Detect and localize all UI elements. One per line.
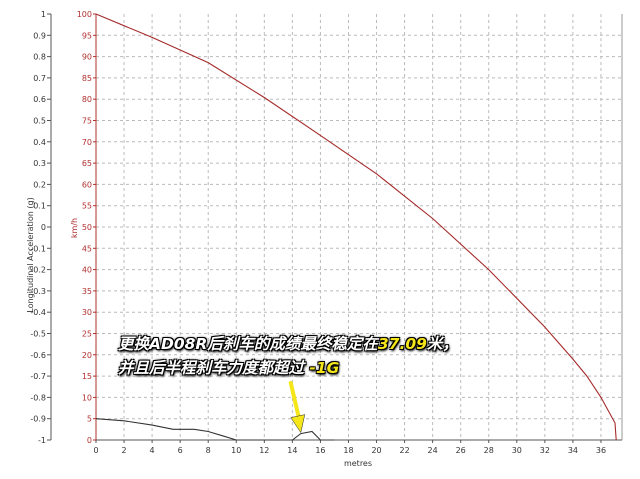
y-left-tick-label: 0.9: [33, 31, 46, 40]
x-tick-label: 10: [231, 446, 241, 455]
y-left-tick-label: -0.7: [30, 372, 46, 381]
y-left-tick-label: -1: [38, 436, 46, 445]
acceleration-line: [95, 418, 335, 441]
x-tick-label: 24: [428, 446, 438, 455]
x-axis-label: metres: [344, 459, 372, 468]
y-left-tick-label: -0.8: [30, 393, 46, 402]
data-series: [95, 13, 617, 441]
x-tick-label: 26: [456, 446, 466, 455]
y-right-tick-label: 10: [82, 393, 92, 402]
y-right-tick-label: 95: [82, 31, 92, 40]
y-right-tick-label: 80: [82, 95, 92, 104]
x-tick-label: 36: [596, 446, 606, 455]
annotation-line-1-part-1: 更换AD08R后刹车的成绩最终稳定在: [118, 335, 378, 353]
y-left-tick-label: 0.6: [33, 95, 46, 104]
arrow-shaft: [288, 381, 302, 424]
grid-lines: [96, 14, 622, 440]
x-tick-label: 12: [259, 446, 269, 455]
annotation-highlight-g: -1G: [309, 359, 340, 377]
arrow-head: [290, 414, 306, 434]
tick-labels: 0 2 4 6 8 10 12 14 16 18 20 22 24 26 28 30 32 34 3610.90.8…: [30, 10, 606, 455]
y-right-tick-label: 60: [82, 180, 92, 189]
y-left-tick-label: 0.8: [33, 53, 46, 62]
y-right-tick-label: 90: [82, 53, 92, 62]
annotation-arrow: [288, 381, 306, 434]
x-tick-label: 4: [150, 446, 155, 455]
y-left-tick-label: 0: [41, 223, 46, 232]
annotation-line-1: 更换AD08R后刹车的成绩最终稳定在37.09米，: [118, 332, 458, 354]
y-left-tick-label: -0.5: [30, 330, 46, 339]
y-right-tick-label: 70: [82, 138, 92, 147]
y-left-tick-label: -0.1: [30, 244, 46, 253]
x-tick-label: 18: [343, 446, 353, 455]
annotation-line-1-part-3: 米，: [426, 335, 458, 353]
x-tick-label: 6: [178, 446, 183, 455]
x-tick-label: 32: [540, 446, 550, 455]
y-axis-label-left: Longitudinal Acceleration (g): [26, 197, 35, 312]
x-tick-label: 0: [93, 446, 98, 455]
y-right-tick-label: 5: [87, 415, 92, 424]
x-tick-label: 14: [287, 446, 297, 455]
x-tick-label: 30: [512, 446, 522, 455]
y-left-tick-label: 0.5: [33, 117, 46, 126]
annotation-line-2: 并且后半程刹车力度都超过 -1G: [118, 356, 339, 378]
y-left-tick-label: 0.2: [33, 180, 46, 189]
y-right-tick-label: 65: [82, 159, 92, 168]
x-tick-label: 16: [315, 446, 325, 455]
y-right-tick-label: 25: [82, 330, 92, 339]
y-right-tick-label: 100: [77, 10, 92, 19]
speed-line: [95, 13, 617, 441]
y-right-tick-label: 55: [82, 202, 92, 211]
y-right-tick-label: 75: [82, 117, 92, 126]
x-tick-label: 2: [122, 446, 127, 455]
annotation-line-2-part-1: 并且后半程刹车力度都超过: [118, 359, 310, 377]
x-tick-label: 8: [206, 446, 211, 455]
y-left-tick-label: -0.4: [30, 308, 46, 317]
y-right-tick-label: 35: [82, 287, 92, 296]
y-right-tick-label: 85: [82, 74, 92, 83]
annotation-highlight-distance: 37.09: [377, 335, 427, 353]
y-left-tick-label: -0.3: [30, 287, 46, 296]
y-axis-label-right: km/h: [70, 218, 79, 238]
x-tick-label: 28: [484, 446, 494, 455]
y-left-tick-label: 0.4: [33, 138, 46, 147]
y-left-tick-label: 0.7: [33, 74, 46, 83]
y-right-tick-label: 20: [82, 351, 92, 360]
y-right-tick-label: 40: [82, 266, 92, 275]
y-right-tick-label: 30: [82, 308, 92, 317]
axes: [47, 13, 623, 443]
y-left-tick-label: 0.1: [33, 202, 46, 211]
y-left-tick-label: -0.6: [30, 351, 46, 360]
y-left-tick-label: 1: [41, 10, 46, 19]
y-right-tick-label: 45: [82, 244, 92, 253]
y-right-tick-label: 15: [82, 372, 92, 381]
y-left-tick-label: -0.2: [30, 266, 46, 275]
y-right-tick-label: 0: [87, 436, 92, 445]
x-tick-label: 34: [568, 446, 578, 455]
x-tick-label: 22: [399, 446, 409, 455]
x-tick-label: 20: [371, 446, 381, 455]
y-left-tick-label: 0.3: [33, 159, 46, 168]
y-left-tick-label: -0.9: [30, 415, 46, 424]
y-right-tick-label: 50: [82, 223, 92, 232]
